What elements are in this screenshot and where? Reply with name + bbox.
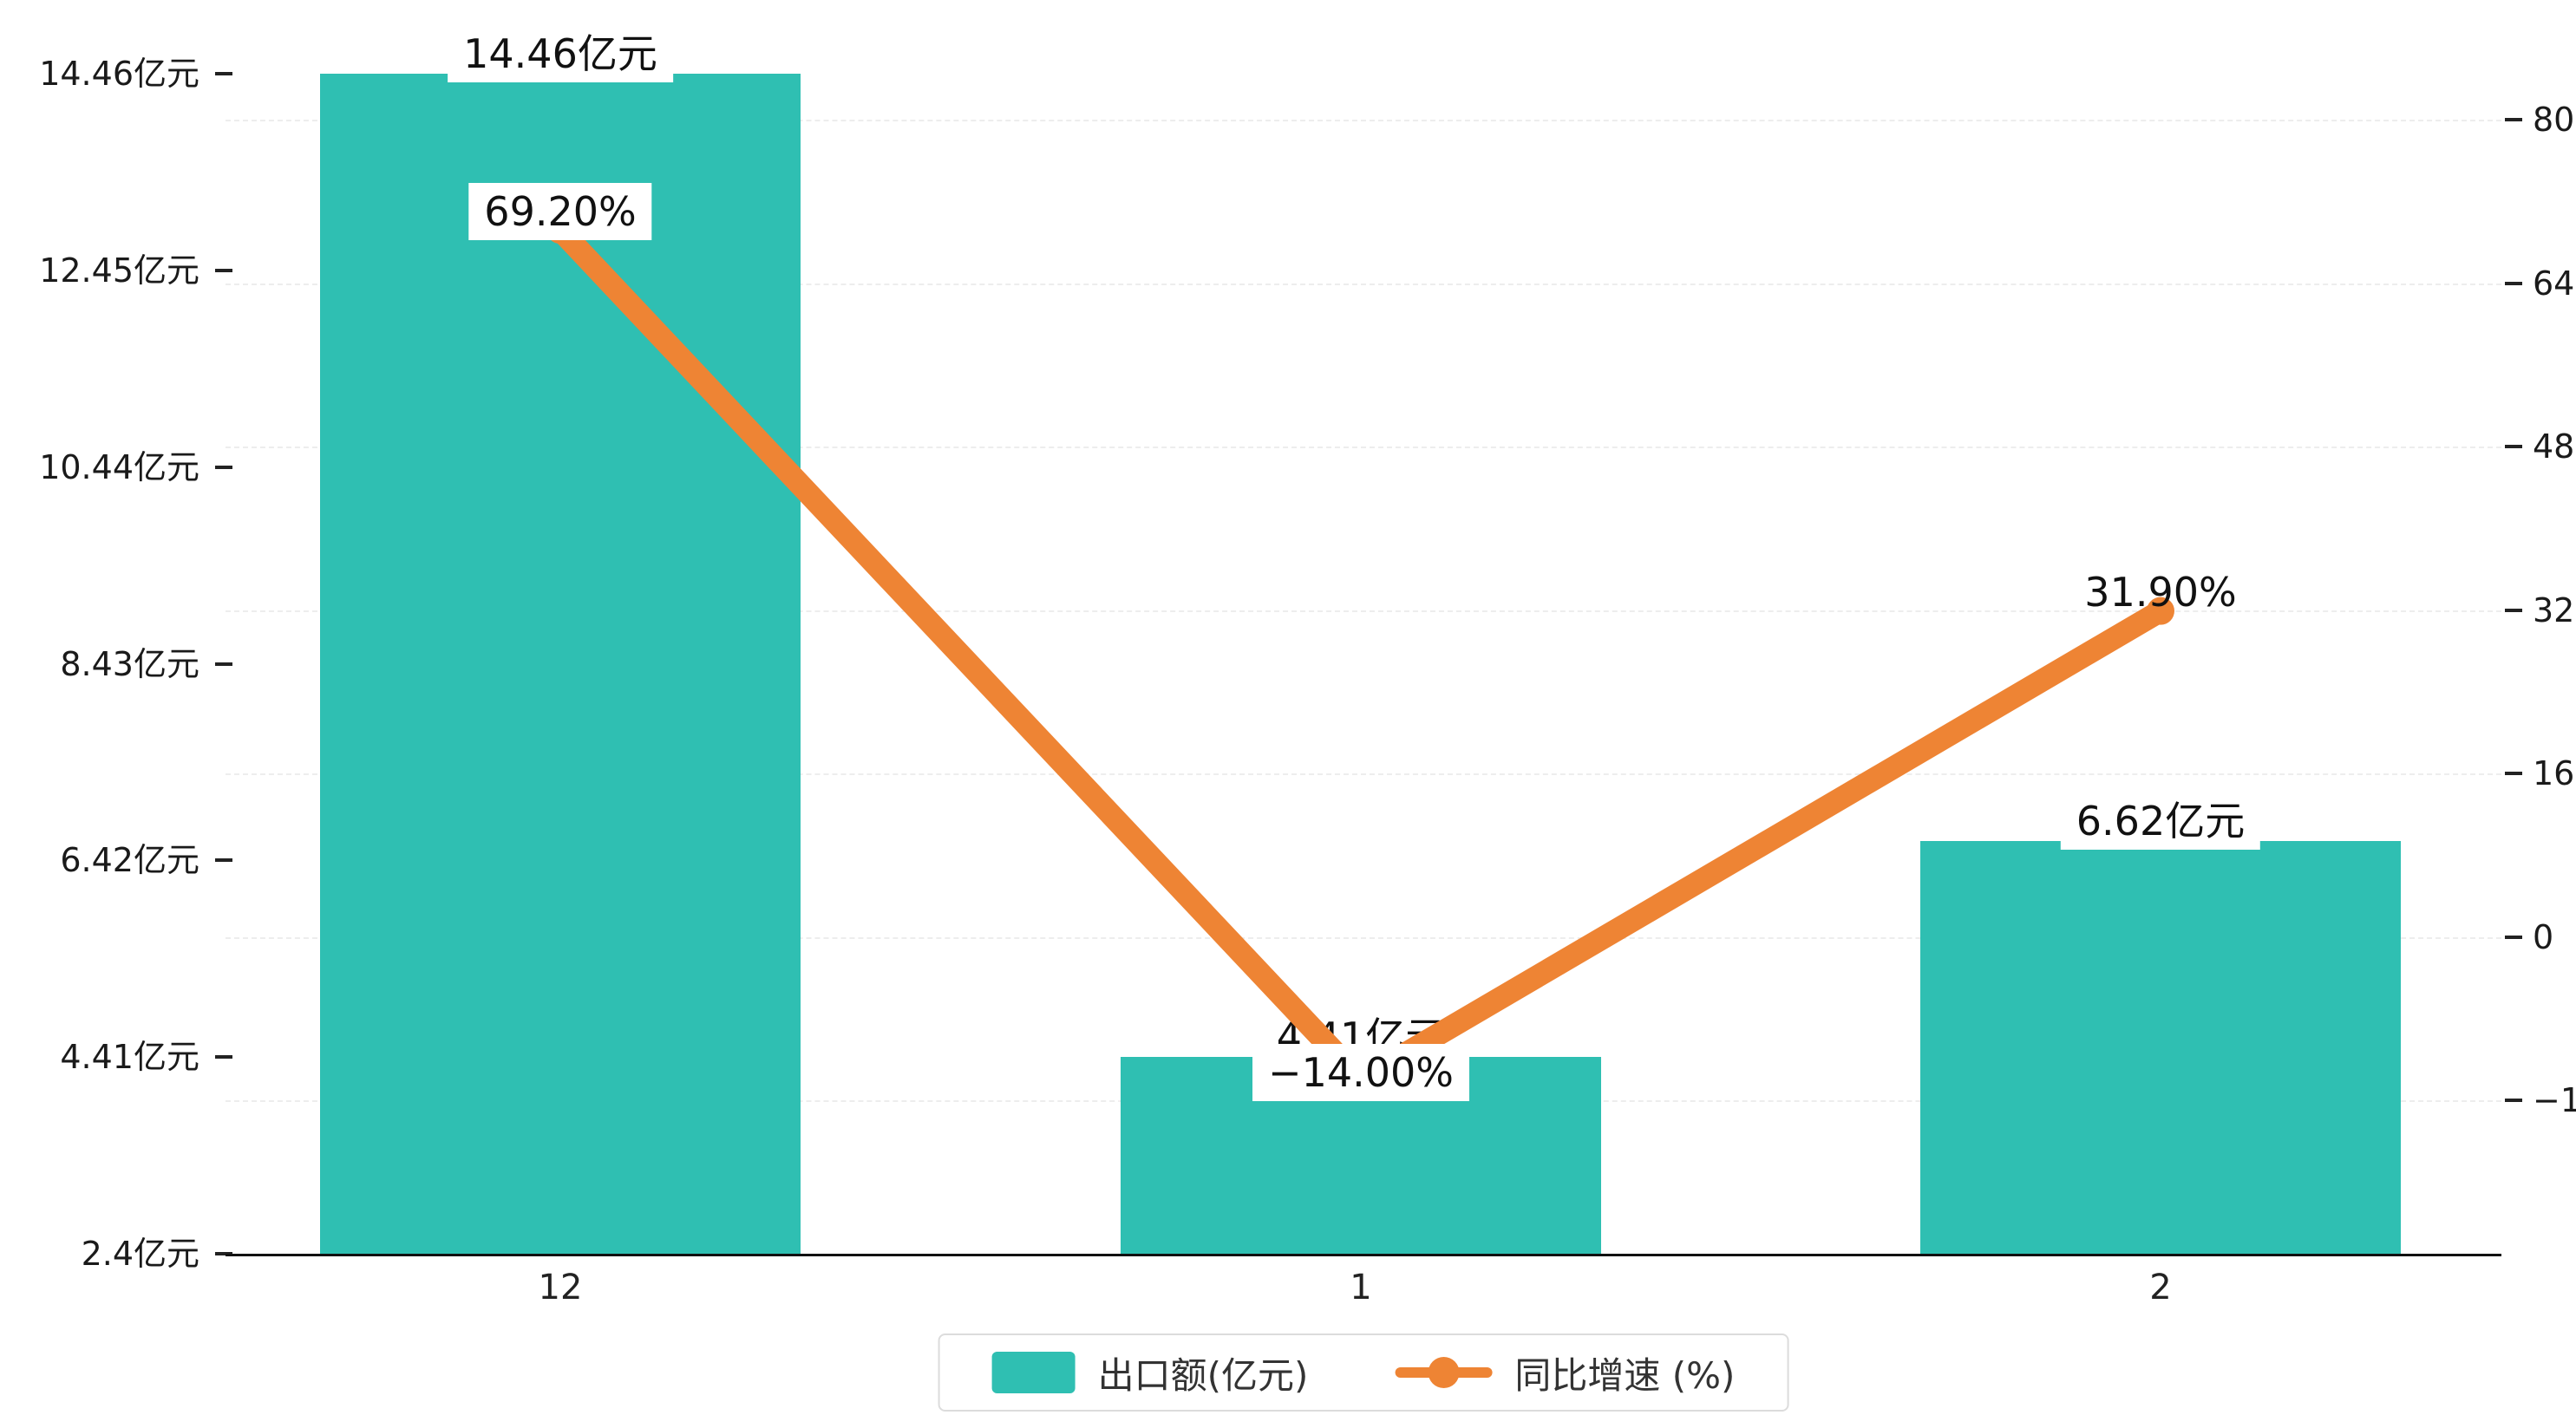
line-point-2[interactable] [2147,597,2174,625]
legend-item-growth[interactable]: 同比增速 (%) [1395,1347,1735,1399]
growth-line[interactable] [549,218,2172,1092]
legend-label-growth: 同比增速 (%) [1514,1353,1736,1397]
legend-label-export: 出口额(亿元) [1097,1353,1309,1397]
line-series-marker-icon [1395,1357,1493,1388]
line-point-12[interactable] [546,216,574,245]
legend-item-export[interactable]: 出口额(亿元) [991,1347,1309,1399]
legend: 出口额(亿元) 同比增速 (%) [938,1333,1789,1412]
bar-series-swatch-icon [991,1352,1076,1393]
line-series-dot-icon [1428,1357,1460,1388]
x-axis-baseline [226,1254,2501,1256]
bar-2[interactable] [1920,840,2401,1254]
bar-12[interactable] [320,74,801,1254]
line-point-1[interactable] [1347,1066,1375,1094]
